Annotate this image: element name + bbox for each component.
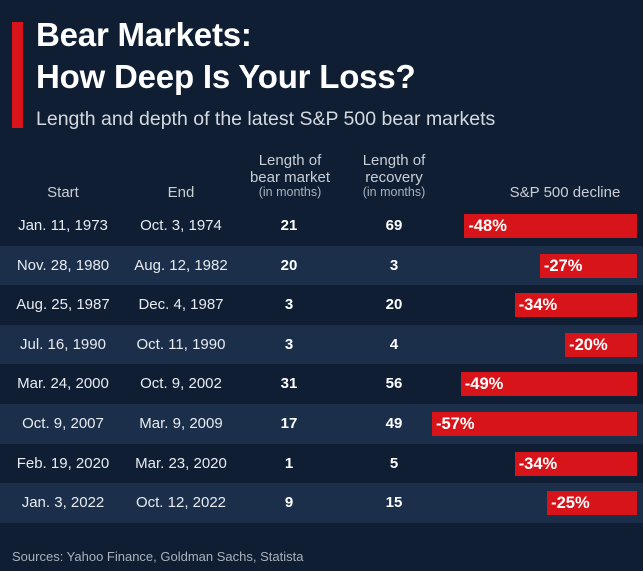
recovery-length-cell: 5 bbox=[389, 454, 399, 472]
end-date-cell: Oct. 11, 1990 bbox=[136, 335, 226, 353]
column-header-recovery: Length of recovery (in months) bbox=[344, 152, 444, 199]
title-line-2: How Deep Is Your Loss? bbox=[36, 58, 416, 95]
recovery-length-cell: 15 bbox=[385, 494, 403, 512]
recovery-header-unit: (in months) bbox=[362, 185, 426, 199]
chart-title: Bear Markets: How Deep Is Your Loss? bbox=[36, 14, 416, 98]
decline-bar: -20% bbox=[565, 332, 637, 357]
bear-length-cell: 20 bbox=[280, 256, 298, 274]
decline-label: -27% bbox=[543, 256, 583, 275]
title-accent-bar bbox=[12, 22, 23, 128]
table-row: Feb. 19, 2020 Mar. 23, 2020 1 5 -34% bbox=[0, 444, 643, 484]
table-row: Jan. 3, 2022 Oct. 12, 2022 9 15 -25% bbox=[0, 483, 643, 523]
end-date-cell: Dec. 4, 1987 bbox=[138, 296, 224, 314]
recovery-header-line-2: recovery bbox=[365, 169, 423, 186]
sources-footnote: Sources: Yahoo Finance, Goldman Sachs, S… bbox=[12, 549, 304, 564]
decline-label: -20% bbox=[569, 335, 608, 354]
table-row: Aug. 25, 1987 Dec. 4, 1987 3 20 -34% bbox=[0, 285, 643, 325]
start-date-cell: Aug. 25, 1987 bbox=[16, 296, 110, 314]
decline-label: -34% bbox=[518, 296, 558, 315]
title-line-1: Bear Markets: bbox=[36, 16, 252, 53]
recovery-length-cell: 49 bbox=[385, 414, 403, 432]
start-date-cell: Jul. 16, 1990 bbox=[20, 335, 106, 353]
length-header-line-1: Length of bbox=[258, 152, 322, 169]
recovery-length-cell: 20 bbox=[385, 296, 403, 314]
bear-length-cell: 3 bbox=[284, 335, 294, 353]
recovery-length-cell: 3 bbox=[389, 256, 399, 274]
length-header-line-2: bear market bbox=[249, 169, 331, 186]
decline-bar: -25% bbox=[547, 491, 637, 516]
table-row: Nov. 28, 1980 Aug. 12, 1982 20 3 -27% bbox=[0, 245, 643, 286]
column-header-start: Start bbox=[47, 184, 79, 201]
end-date-cell: Mar. 9, 2009 bbox=[139, 414, 223, 432]
decline-bar: -27% bbox=[539, 253, 637, 278]
decline-bar: -34% bbox=[514, 451, 637, 476]
decline-bar: -49% bbox=[460, 372, 637, 397]
decline-label: -49% bbox=[464, 375, 504, 394]
decline-label: -57% bbox=[436, 414, 475, 433]
end-date-cell: Aug. 12, 1982 bbox=[134, 256, 228, 274]
decline-bar: -34% bbox=[514, 293, 637, 318]
length-header-unit: (in months) bbox=[258, 185, 322, 199]
decline-label: -48% bbox=[468, 217, 507, 235]
bear-length-cell: 17 bbox=[280, 414, 298, 432]
column-header-end: End bbox=[167, 184, 195, 201]
recovery-length-cell: 69 bbox=[385, 217, 403, 234]
bear-market-table: Jan. 11, 1973 Oct. 3, 1974 21 69 -48% Nov. 28… bbox=[0, 206, 643, 523]
table-row: Oct. 9, 2007 Mar. 9, 2009 17 49 -57% bbox=[0, 403, 643, 444]
decline-bar: -48% bbox=[464, 214, 637, 238]
decline-label: -25% bbox=[551, 494, 590, 513]
table-row: Jan. 11, 1973 Oct. 3, 1974 21 69 -48% bbox=[0, 206, 643, 246]
table-row: Jul. 16, 1990 Oct. 11, 1990 3 4 -20% bbox=[0, 324, 643, 365]
column-header-decline: S&P 500 decline bbox=[509, 184, 621, 201]
end-date-cell: Oct. 9, 2002 bbox=[140, 375, 222, 393]
end-date-cell: Oct. 3, 1974 bbox=[140, 217, 222, 234]
table-row: Mar. 24, 2000 Oct. 9, 2002 31 56 -49% bbox=[0, 364, 643, 404]
bear-length-cell: 3 bbox=[284, 296, 294, 314]
recovery-header-line-1: Length of bbox=[362, 152, 426, 169]
decline-bar: -57% bbox=[432, 411, 637, 436]
bear-length-cell: 9 bbox=[284, 494, 294, 512]
start-date-cell: Feb. 19, 2020 bbox=[16, 454, 110, 472]
bear-length-cell: 1 bbox=[284, 454, 294, 472]
bear-length-cell: 21 bbox=[280, 217, 298, 234]
start-date-cell: Nov. 28, 1980 bbox=[16, 256, 110, 274]
column-header-length: Length of bear market (in months) bbox=[240, 152, 340, 199]
start-date-cell: Jan. 3, 2022 bbox=[21, 494, 105, 512]
start-date-cell: Jan. 11, 1973 bbox=[18, 217, 108, 234]
end-date-cell: Mar. 23, 2020 bbox=[135, 454, 227, 472]
recovery-length-cell: 4 bbox=[389, 335, 399, 353]
end-date-cell: Oct. 12, 2022 bbox=[135, 494, 227, 512]
recovery-length-cell: 56 bbox=[385, 375, 403, 393]
bear-length-cell: 31 bbox=[280, 375, 298, 393]
chart-subtitle: Length and depth of the latest S&P 500 b… bbox=[36, 108, 496, 130]
decline-label: -34% bbox=[518, 454, 558, 473]
start-date-cell: Mar. 24, 2000 bbox=[17, 375, 109, 393]
start-date-cell: Oct. 9, 2007 bbox=[22, 414, 104, 432]
